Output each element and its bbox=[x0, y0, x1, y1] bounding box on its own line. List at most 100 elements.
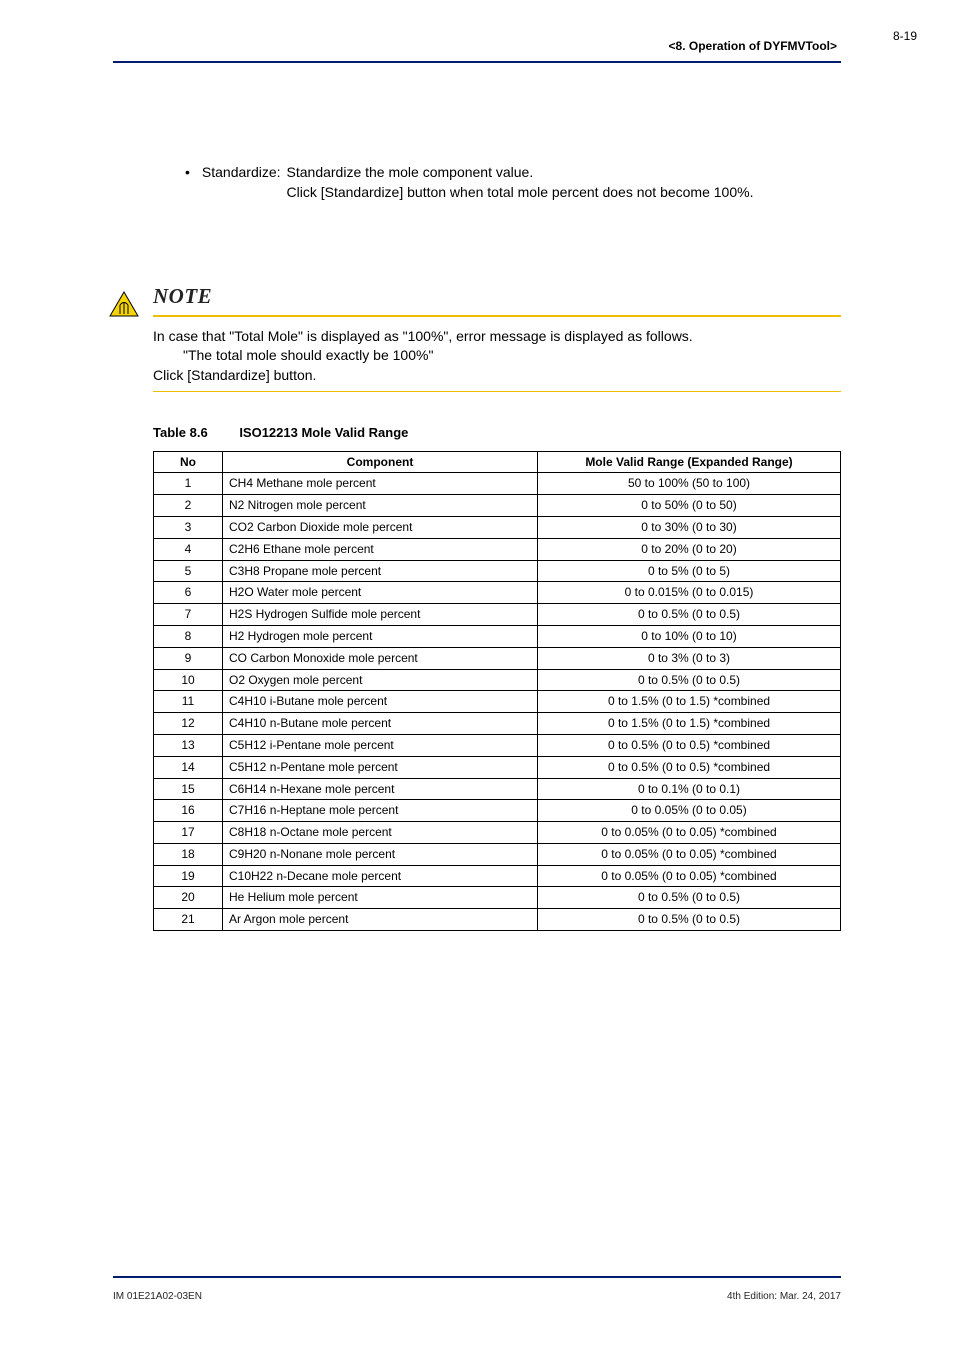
standardize-body: Standardize the mole component value. Cl… bbox=[287, 163, 841, 202]
standardize-line1: Standardize the mole component value. bbox=[287, 164, 534, 180]
table-row: 9CO Carbon Monoxide mole percent0 to 3% … bbox=[154, 647, 841, 669]
cell-num: 19 bbox=[154, 865, 223, 887]
cell-range: 0 to 0.1% (0 to 0.1) bbox=[538, 778, 841, 800]
cell-component: He Helium mole percent bbox=[223, 887, 538, 909]
cell-num: 14 bbox=[154, 756, 223, 778]
cell-num: 6 bbox=[154, 582, 223, 604]
page: 8-19 <8. Operation of DYFMVTool> • Stand… bbox=[0, 0, 954, 1350]
cell-num: 10 bbox=[154, 669, 223, 691]
cell-num: 1 bbox=[154, 473, 223, 495]
caution-icon bbox=[109, 291, 139, 317]
cell-num: 21 bbox=[154, 909, 223, 931]
cell-component: H2O Water mole percent bbox=[223, 582, 538, 604]
cell-range: 0 to 5% (0 to 5) bbox=[538, 560, 841, 582]
cell-num: 7 bbox=[154, 604, 223, 626]
table-row: 10O2 Oxygen mole percent0 to 0.5% (0 to … bbox=[154, 669, 841, 691]
table-row: 2N2 Nitrogen mole percent0 to 50% (0 to … bbox=[154, 495, 841, 517]
cell-component: C2H6 Ethane mole percent bbox=[223, 538, 538, 560]
table-row: 15C6H14 n-Hexane mole percent0 to 0.1% (… bbox=[154, 778, 841, 800]
table-row: 11C4H10 i-Butane mole percent0 to 1.5% (… bbox=[154, 691, 841, 713]
table-row: 19C10H22 n-Decane mole percent0 to 0.05%… bbox=[154, 865, 841, 887]
cell-range: 0 to 0.5% (0 to 0.5) bbox=[538, 887, 841, 909]
cell-component: C4H10 i-Butane mole percent bbox=[223, 691, 538, 713]
cell-component: CO Carbon Monoxide mole percent bbox=[223, 647, 538, 669]
table-row: 8H2 Hydrogen mole percent0 to 10% (0 to … bbox=[154, 625, 841, 647]
footer-left: IM 01E21A02-03EN bbox=[113, 1291, 202, 1302]
cell-num: 20 bbox=[154, 887, 223, 909]
cell-range: 0 to 0.015% (0 to 0.015) bbox=[538, 582, 841, 604]
table-row: 6H2O Water mole percent0 to 0.015% (0 to… bbox=[154, 582, 841, 604]
standardize-label: Standardize: bbox=[202, 163, 287, 183]
table-row: 7H2S Hydrogen Sulfide mole percent0 to 0… bbox=[154, 604, 841, 626]
cell-range: 0 to 0.5% (0 to 0.5) bbox=[538, 669, 841, 691]
cell-range: 0 to 0.5% (0 to 0.5) bbox=[538, 909, 841, 931]
cell-range: 0 to 10% (0 to 10) bbox=[538, 625, 841, 647]
table-row: 18C9H20 n-Nonane mole percent0 to 0.05% … bbox=[154, 843, 841, 865]
note-block: NOTE In case that "Total Mole" is displa… bbox=[153, 282, 841, 392]
cell-component: H2S Hydrogen Sulfide mole percent bbox=[223, 604, 538, 626]
cell-range: 0 to 1.5% (0 to 1.5) *combined bbox=[538, 691, 841, 713]
note-line1: In case that "Total Mole" is displayed a… bbox=[153, 328, 693, 344]
footer-rule bbox=[113, 1276, 841, 1278]
th-range: Mole Valid Range (Expanded Range) bbox=[538, 451, 841, 473]
note-label: NOTE bbox=[153, 284, 212, 308]
cell-range: 50 to 100% (50 to 100) bbox=[538, 473, 841, 495]
table-row: 12C4H10 n-Butane mole percent0 to 1.5% (… bbox=[154, 713, 841, 735]
table-row: 13C5H12 i-Pentane mole percent0 to 0.5% … bbox=[154, 734, 841, 756]
cell-range: 0 to 0.5% (0 to 0.5) *combined bbox=[538, 756, 841, 778]
cell-component: N2 Nitrogen mole percent bbox=[223, 495, 538, 517]
cell-component: C5H12 i-Pentane mole percent bbox=[223, 734, 538, 756]
table-header-row: No Component Mole Valid Range (Expanded … bbox=[154, 451, 841, 473]
footer-right: 4th Edition: Mar. 24, 2017 bbox=[727, 1291, 841, 1302]
cell-component: C8H18 n-Octane mole percent bbox=[223, 822, 538, 844]
cell-num: 11 bbox=[154, 691, 223, 713]
cell-num: 2 bbox=[154, 495, 223, 517]
th-num: No bbox=[154, 451, 223, 473]
note-line3: Click [Standardize] button. bbox=[153, 367, 316, 383]
cell-component: CO2 Carbon Dioxide mole percent bbox=[223, 516, 538, 538]
note-line2: "The total mole should exactly be 100%" bbox=[153, 346, 841, 366]
note-text: In case that "Total Mole" is displayed a… bbox=[153, 319, 841, 393]
table-caption-label: Table 8.6 bbox=[153, 424, 208, 442]
table-row: 14C5H12 n-Pentane mole percent0 to 0.5% … bbox=[154, 756, 841, 778]
cell-component: C7H16 n-Heptane mole percent bbox=[223, 800, 538, 822]
cell-component: Ar Argon mole percent bbox=[223, 909, 538, 931]
table-caption-title: ISO12213 Mole Valid Range bbox=[239, 425, 408, 440]
table-row: 3CO2 Carbon Dioxide mole percent0 to 30%… bbox=[154, 516, 841, 538]
header-rule bbox=[113, 61, 841, 63]
cell-num: 12 bbox=[154, 713, 223, 735]
cell-num: 4 bbox=[154, 538, 223, 560]
cell-range: 0 to 1.5% (0 to 1.5) *combined bbox=[538, 713, 841, 735]
body: • Standardize: Standardize the mole comp… bbox=[113, 163, 841, 931]
table-body: 1CH4 Methane mole percent50 to 100% (50 … bbox=[154, 473, 841, 931]
table-row: 21Ar Argon mole percent0 to 0.5% (0 to 0… bbox=[154, 909, 841, 931]
cell-component: CH4 Methane mole percent bbox=[223, 473, 538, 495]
cell-num: 15 bbox=[154, 778, 223, 800]
range-table: No Component Mole Valid Range (Expanded … bbox=[153, 451, 841, 932]
table-row: 16C7H16 n-Heptane mole percent0 to 0.05%… bbox=[154, 800, 841, 822]
cell-range: 0 to 3% (0 to 3) bbox=[538, 647, 841, 669]
cell-component: C3H8 Propane mole percent bbox=[223, 560, 538, 582]
page-header: 8-19 <8. Operation of DYFMVTool> bbox=[113, 39, 841, 63]
cell-range: 0 to 50% (0 to 50) bbox=[538, 495, 841, 517]
cell-num: 9 bbox=[154, 647, 223, 669]
cell-num: 13 bbox=[154, 734, 223, 756]
cell-num: 3 bbox=[154, 516, 223, 538]
cell-num: 8 bbox=[154, 625, 223, 647]
cell-component: C9H20 n-Nonane mole percent bbox=[223, 843, 538, 865]
cell-component: O2 Oxygen mole percent bbox=[223, 669, 538, 691]
table-caption: Table 8.6 ISO12213 Mole Valid Range bbox=[153, 424, 841, 442]
table-row: 5C3H8 Propane mole percent0 to 5% (0 to … bbox=[154, 560, 841, 582]
cell-range: 0 to 0.5% (0 to 0.5) bbox=[538, 604, 841, 626]
cell-component: C6H14 n-Hexane mole percent bbox=[223, 778, 538, 800]
bullet-dot: • bbox=[185, 163, 202, 183]
note-icon-cell bbox=[109, 291, 153, 317]
cell-range: 0 to 0.05% (0 to 0.05) bbox=[538, 800, 841, 822]
cell-range: 0 to 0.05% (0 to 0.05) *combined bbox=[538, 822, 841, 844]
cell-range: 0 to 20% (0 to 20) bbox=[538, 538, 841, 560]
th-component: Component bbox=[223, 451, 538, 473]
cell-component: C5H12 n-Pentane mole percent bbox=[223, 756, 538, 778]
table-row: 4C2H6 Ethane mole percent0 to 20% (0 to … bbox=[154, 538, 841, 560]
standardize-bullet: • Standardize: Standardize the mole comp… bbox=[153, 163, 841, 202]
cell-range: 0 to 0.05% (0 to 0.05) *combined bbox=[538, 843, 841, 865]
